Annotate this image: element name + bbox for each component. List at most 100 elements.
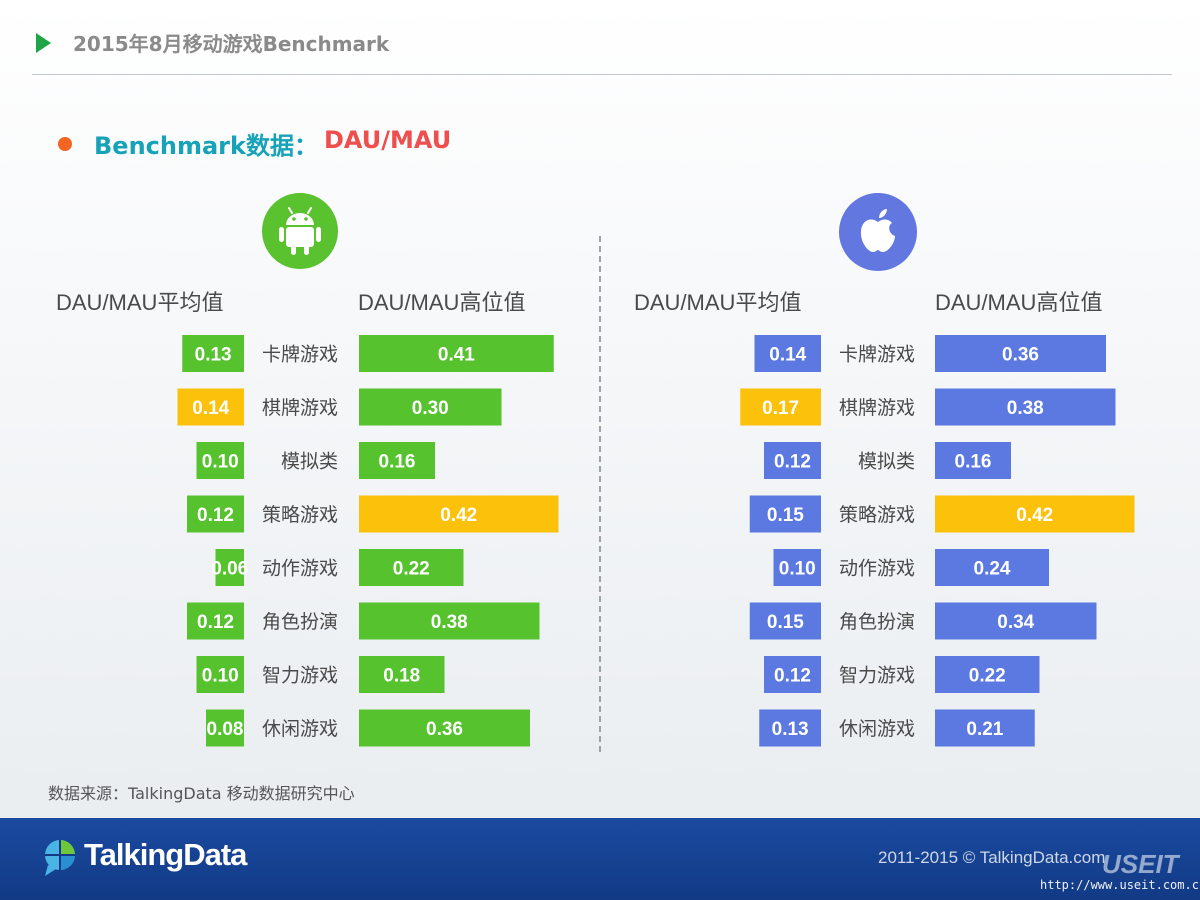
ios-avg-value-label: 0.14: [769, 345, 806, 366]
android-avg-bar: [182, 335, 244, 372]
section-subtitle: Benchmark数据： DAU/MAU: [58, 126, 658, 160]
ios-high-bar: [935, 495, 1135, 533]
android-high-bar: [359, 495, 559, 533]
android-avg-value-label: 0.10: [202, 666, 239, 687]
ios-avg-value-label: 0.12: [774, 452, 811, 473]
android-avg-bar: [206, 709, 244, 747]
watermark-text: USEIT: [1102, 849, 1179, 879]
android-category-label: 模拟类: [281, 451, 338, 473]
android-avg-value-label: 0.14: [192, 398, 229, 419]
ios-high-value-label: 0.21: [966, 719, 1003, 740]
page-title: 2015年8月移动游戏Benchmark: [73, 32, 390, 56]
subtitle-prefix: Benchmark数据：: [94, 132, 318, 160]
ios-high-value-label: 0.16: [955, 452, 992, 473]
android-high-bar: [359, 388, 502, 426]
android-category-label: 策略游戏: [262, 504, 338, 526]
ios-avg-value-label: 0.17: [762, 398, 799, 419]
android-avg-bar: [196, 656, 244, 693]
footer-bar: TalkingData 2011-2015 © TalkingData.com …: [0, 818, 1200, 900]
android-high-value-label: 0.18: [383, 666, 420, 687]
android-category-label: 棋牌游戏: [262, 397, 338, 419]
ios-avg-bar: [764, 656, 821, 693]
ios-avg-value-label: 0.15: [767, 505, 804, 526]
android-avg-value-label: 0.08: [207, 719, 244, 740]
apple-icon: [839, 193, 917, 271]
android-avg-value-label: 0.06: [211, 559, 248, 580]
page-header: 2015年8月移动游戏Benchmark: [36, 28, 856, 58]
ios-avg-bar: [749, 602, 821, 640]
ios-category-label: 棋牌游戏: [839, 397, 915, 419]
android-avg-value-label: 0.10: [202, 452, 239, 473]
android-high-value-label: 0.30: [412, 398, 449, 419]
brand-name: TalkingData: [84, 837, 247, 872]
ios-high-value-label: 0.36: [1002, 345, 1039, 366]
android-category-label: 动作游戏: [262, 558, 338, 580]
ios-avg-bar: [764, 442, 821, 479]
ios-category-label: 智力游戏: [839, 665, 915, 687]
header-divider: [32, 74, 1172, 75]
ios-high-bar: [935, 335, 1106, 372]
android-category-label: 智力游戏: [262, 665, 338, 687]
android-high-bar: [359, 335, 554, 372]
android-avg-bar: [177, 388, 244, 426]
ios-high-bar: [935, 442, 1011, 479]
data-source-note: 数据来源：TalkingData 移动数据研究中心: [48, 784, 355, 803]
android-avg-bar: [187, 495, 244, 533]
talkingdata-logo-icon: [42, 838, 78, 878]
ios-high-bar: [935, 549, 1049, 586]
ios-category-label: 角色扮演: [839, 611, 915, 633]
subtitle-metric: DAU/MAU: [324, 126, 452, 154]
copyright-text: 2011-2015 © TalkingData.com: [878, 848, 1106, 867]
ios-category-label: 模拟类: [858, 451, 915, 473]
ios-avg-value-label: 0.13: [772, 719, 809, 740]
android-category-label: 角色扮演: [262, 611, 338, 633]
android-high-bar: [359, 549, 464, 586]
ios-avg-value-label: 0.15: [767, 612, 804, 633]
ios-high-value-label: 0.34: [997, 612, 1034, 633]
android-high-value-label: 0.22: [393, 559, 430, 580]
android-avg-value-label: 0.12: [197, 612, 234, 633]
android-avg-bar: [215, 549, 244, 586]
watermark-url: http://www.useit.com.cn: [1040, 878, 1200, 892]
panel-divider: [599, 236, 601, 752]
android-avg-bar: [187, 602, 244, 640]
ios-high-heading: DAU/MAU高位值: [935, 290, 1103, 315]
android-high-bar: [359, 656, 445, 693]
ios-avg-bar: [759, 709, 821, 747]
ios-high-bar: [935, 709, 1035, 747]
ios-category-label: 策略游戏: [839, 504, 915, 526]
play-triangle-icon: [36, 33, 51, 53]
android-high-value-label: 0.36: [426, 719, 463, 740]
ios-avg-bar: [773, 549, 821, 586]
android-avg-value-label: 0.13: [195, 345, 232, 366]
ios-high-bar: [935, 388, 1116, 426]
android-high-bar: [359, 442, 435, 479]
ios-high-value-label: 0.22: [969, 666, 1006, 687]
android-category-label: 卡牌游戏: [262, 344, 338, 366]
ios-high-bar: [935, 602, 1097, 640]
ios-avg-bar: [740, 388, 821, 426]
bullet-dot-icon: [58, 137, 72, 151]
android-high-value-label: 0.42: [440, 505, 477, 526]
ios-high-value-label: 0.24: [974, 559, 1011, 580]
ios-high-value-label: 0.42: [1016, 505, 1053, 526]
android-high-heading: DAU/MAU高位值: [358, 290, 526, 315]
android-icon: [262, 193, 338, 269]
android-high-bar: [359, 602, 540, 640]
ios-avg-value-label: 0.12: [774, 666, 811, 687]
ios-high-value-label: 0.38: [1007, 398, 1044, 419]
android-high-value-label: 0.41: [438, 345, 475, 366]
ios-category-label: 卡牌游戏: [839, 344, 915, 366]
ios-avg-value-label: 0.10: [779, 559, 816, 580]
android-category-label: 休闲游戏: [262, 718, 338, 740]
ios-avg-bar: [749, 495, 821, 533]
ios-category-label: 休闲游戏: [839, 718, 915, 740]
ios-avg-heading: DAU/MAU平均值: [634, 290, 802, 315]
android-avg-value-label: 0.12: [197, 505, 234, 526]
ios-avg-bar: [754, 335, 821, 372]
android-high-value-label: 0.38: [431, 612, 468, 633]
android-avg-bar: [196, 442, 244, 479]
android-high-value-label: 0.16: [379, 452, 416, 473]
android-high-bar: [359, 709, 530, 747]
